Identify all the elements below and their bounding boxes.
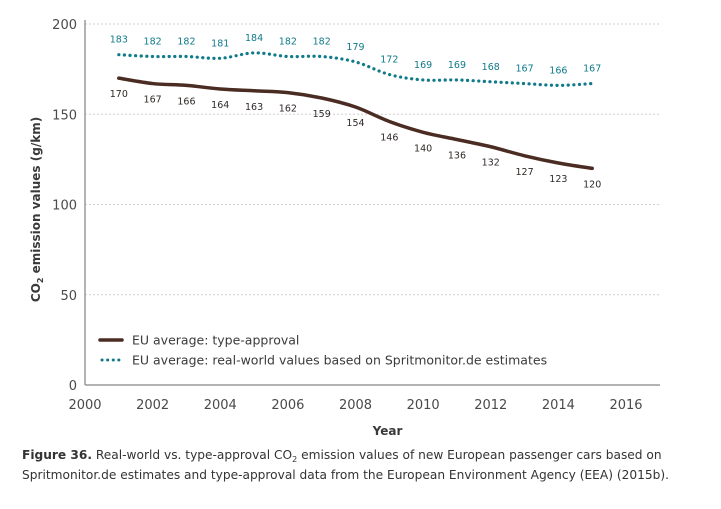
caption-subscript: 2 [292, 455, 298, 464]
type-approval-data-label: 140 [414, 143, 432, 154]
real-world-data-label: 169 [414, 60, 432, 71]
real-world-data-label: 182 [144, 36, 162, 47]
y-tick-labels: 0 50 100 150 200 [52, 18, 77, 394]
co2-emissions-chart: 0 50 100 150 200 2000 2002 2004 2006 2008 2010 201… [29, 18, 660, 438]
caption-text-2: emission values of new European passenge… [22, 448, 669, 482]
type-approval-line [117, 76, 594, 171]
legend-label-type-approval: EU average: type-approval [132, 333, 299, 348]
y-tick-label: 200 [52, 18, 77, 33]
y-tick-label: 50 [60, 289, 77, 304]
type-approval-data-label: 146 [380, 132, 398, 143]
y-tick-label: 0 [69, 379, 77, 394]
real-world-data-label: 184 [245, 33, 263, 44]
x-tick-label: 2014 [542, 398, 575, 413]
y-axis-title-prefix: CO [29, 283, 43, 302]
x-tick-label: 2010 [407, 398, 440, 413]
real-world-data-label: 183 [110, 35, 128, 46]
x-tick-label: 2016 [609, 398, 642, 413]
type-approval-data-label: 136 [448, 151, 466, 162]
real-world-data-label: 179 [346, 42, 364, 53]
type-approval-data-label: 127 [515, 167, 533, 178]
type-approval-data-label: 167 [144, 95, 162, 106]
type-approval-data-label: 120 [583, 179, 601, 190]
figure-label: Figure 36. [22, 448, 93, 462]
type-approval-data-label: 123 [549, 174, 567, 185]
y-tick-label: 100 [52, 199, 77, 214]
type-approval-data-label: 154 [346, 118, 364, 129]
x-tick-label: 2000 [68, 398, 101, 413]
real-world-data-label: 169 [448, 60, 466, 71]
x-tick-label: 2006 [271, 398, 304, 413]
real-world-data-label: 182 [177, 36, 195, 47]
x-tick-label: 2008 [339, 398, 372, 413]
real-world-data-label: 182 [279, 36, 297, 47]
caption-text-1: Real-world vs. type-approval CO [92, 448, 293, 462]
real-world-data-label: 167 [515, 64, 533, 75]
type-approval-data-label: 166 [177, 96, 195, 107]
type-approval-data-label: 163 [245, 102, 263, 113]
type-approval-data-label: 132 [482, 158, 500, 169]
series-group [117, 51, 594, 171]
axes [84, 20, 660, 386]
data-labels: 170 167 166 164 163 162 159 154 146 140 136 132 127 1… [110, 33, 602, 191]
legend: EU average: type-approval EU average: rea… [98, 333, 547, 368]
x-tick-label: 2004 [204, 398, 237, 413]
legend-label-real-world: EU average: real-world values based on S… [132, 353, 547, 368]
x-tick-labels: 2000 2002 2004 2006 2008 2010 2012 2014 2016 [68, 398, 642, 413]
type-approval-data-label: 159 [313, 109, 331, 120]
real-world-data-label: 167 [583, 64, 601, 75]
y-axis-title-subscript: 2 [36, 278, 45, 284]
real-world-data-label: 168 [482, 62, 500, 73]
x-tick-label: 2012 [474, 398, 507, 413]
real-world-line [117, 51, 594, 87]
y-tick-label: 150 [52, 108, 77, 123]
type-approval-data-label: 164 [211, 100, 229, 111]
real-world-data-label: 181 [211, 38, 229, 49]
x-axis-title: Year [372, 424, 403, 438]
real-world-data-label: 166 [549, 65, 567, 76]
x-tick-label: 2002 [136, 398, 169, 413]
type-approval-data-label: 170 [110, 89, 128, 100]
y-axis-title: CO2 emission values (g/km) [29, 117, 45, 302]
figure-caption: Figure 36. Real-world vs. type-approval … [22, 446, 682, 485]
real-world-data-label: 182 [313, 36, 331, 47]
gridlines [85, 23, 660, 296]
real-world-data-label: 172 [380, 55, 398, 66]
y-axis-title-suffix: emission values (g/km) [29, 117, 43, 278]
type-approval-data-label: 162 [279, 104, 297, 115]
